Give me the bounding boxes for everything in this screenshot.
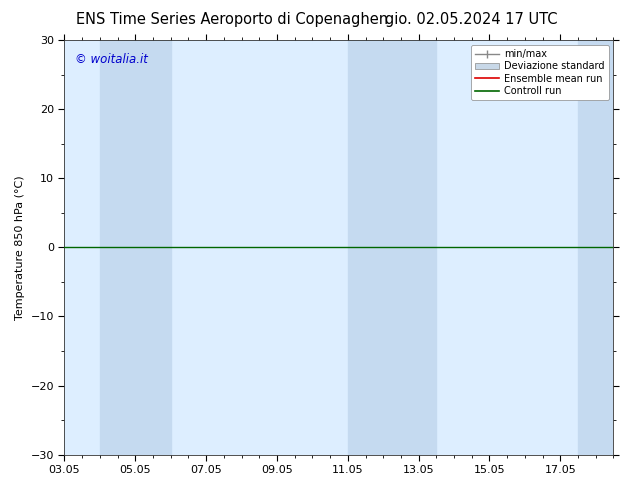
Text: gio. 02.05.2024 17 UTC: gio. 02.05.2024 17 UTC: [385, 12, 558, 27]
Legend: min/max, Deviazione standard, Ensemble mean run, Controll run: min/max, Deviazione standard, Ensemble m…: [471, 45, 609, 100]
Text: © woitalia.it: © woitalia.it: [75, 52, 148, 66]
Bar: [348, 40, 436, 455]
Text: ENS Time Series Aeroporto di Copenaghen: ENS Time Series Aeroporto di Copenaghen: [76, 12, 388, 27]
Bar: [100, 40, 171, 455]
Y-axis label: Temperature 850 hPa (°C): Temperature 850 hPa (°C): [15, 175, 25, 319]
Bar: [578, 40, 614, 455]
